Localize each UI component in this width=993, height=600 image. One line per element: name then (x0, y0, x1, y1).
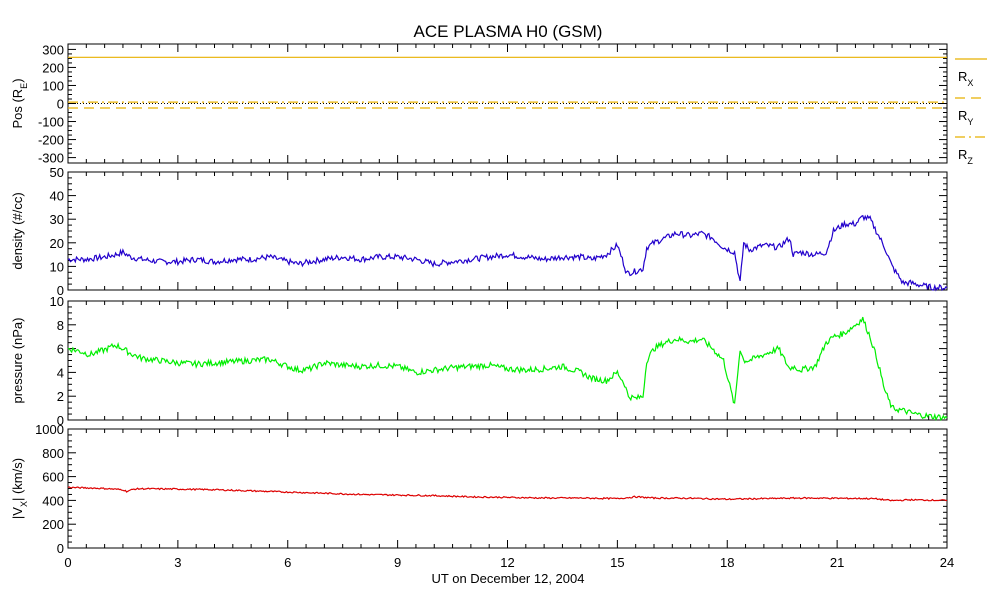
y-axis-label: |VX| (km/s) (10, 458, 29, 519)
y-tick-label: 200 (42, 517, 64, 532)
y-tick-label: -300 (38, 151, 64, 166)
x-tick-label: 3 (174, 555, 181, 570)
y-tick-label: -200 (38, 133, 64, 148)
y-tick-label: 0 (57, 97, 64, 112)
x-tick-label: 12 (500, 555, 514, 570)
chart-title: ACE PLASMA H0 (GSM) (414, 22, 603, 41)
series-line-panel2 (67, 214, 948, 292)
y-tick-label: 40 (50, 189, 64, 204)
x-tick-label: 15 (610, 555, 624, 570)
panel-frame (67, 171, 948, 291)
legend-label-rx: RX (958, 69, 973, 88)
y-tick-label: 200 (42, 60, 64, 75)
legend-label-rz: RZ (958, 147, 973, 166)
y-tick-label: 0 (57, 283, 64, 298)
y-tick-label: 1000 (35, 422, 64, 437)
y-tick-label: 600 (42, 470, 64, 485)
y-axis-label: density (#/cc) (10, 192, 25, 269)
series-line-panel4 (67, 486, 948, 502)
x-axis-label: UT on December 12, 2004 (432, 571, 585, 586)
y-tick-label: 30 (50, 212, 64, 227)
x-tick-label: 18 (720, 555, 734, 570)
y-tick-label: 100 (42, 78, 64, 93)
y-tick-label: -100 (38, 115, 64, 130)
y-tick-label: 400 (42, 493, 64, 508)
x-tick-label: 9 (394, 555, 401, 570)
y-tick-label: 0 (57, 413, 64, 428)
x-tick-label: 21 (830, 555, 844, 570)
y-tick-label: 4 (57, 365, 64, 380)
y-axis-label: Pos (RE) (10, 78, 29, 128)
y-tick-label: 800 (42, 446, 64, 461)
x-tick-label: 24 (940, 555, 954, 570)
y-axis-label: pressure (nPa) (10, 318, 25, 404)
y-tick-label: 8 (57, 318, 64, 333)
y-tick-label: 300 (42, 42, 64, 57)
x-tick-label: 0 (64, 555, 71, 570)
y-tick-label: 2 (57, 389, 64, 404)
panel-frame (67, 300, 948, 421)
y-tick-label: 10 (50, 294, 64, 309)
y-tick-label: 6 (57, 342, 64, 357)
y-tick-label: 20 (50, 236, 64, 251)
y-tick-label: 10 (50, 259, 64, 274)
x-tick-label: 6 (284, 555, 291, 570)
legend-label-ry: RY (958, 108, 973, 127)
y-tick-label: 0 (57, 541, 64, 556)
series-line-panel3 (67, 316, 948, 422)
y-tick-label: 50 (50, 165, 64, 180)
